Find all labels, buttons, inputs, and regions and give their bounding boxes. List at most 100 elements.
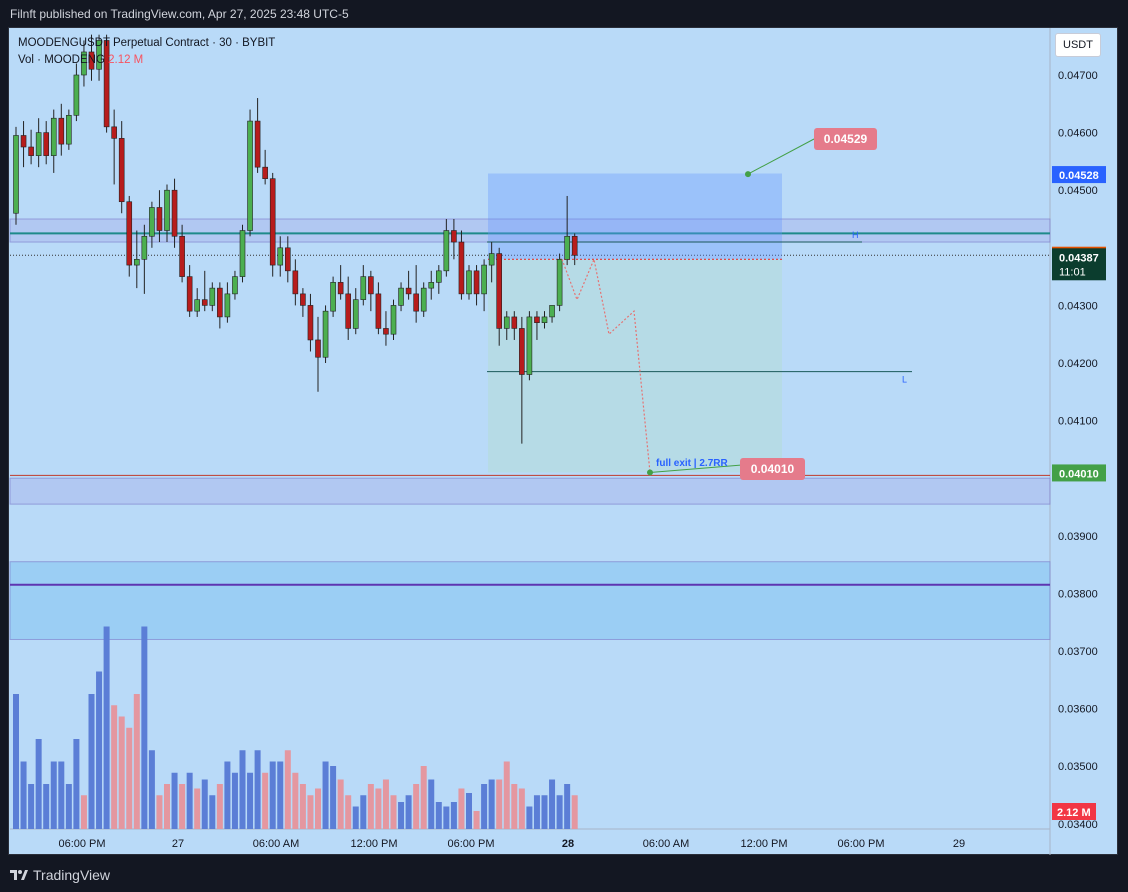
candle-body (66, 115, 72, 145)
candle-body (232, 276, 238, 295)
symbol-line[interactable]: MOODENGUSDT Perpetual Contract · 30 · BY… (18, 37, 276, 49)
target-callout-dot (745, 171, 751, 178)
exit-price-label-box[interactable] (740, 458, 805, 480)
candle-body (141, 235, 148, 260)
price-tick-label: 0.04300 (1058, 300, 1098, 312)
candle-body (383, 328, 389, 335)
candle-body (345, 293, 352, 329)
volume-bar (292, 772, 299, 829)
bar-countdown: 11:01 (1059, 266, 1086, 278)
price-tick-label: 0.04200 (1058, 358, 1098, 370)
price-tick-label: 0.04600 (1058, 128, 1098, 140)
price-tick-label: 0.04700 (1058, 70, 1098, 82)
price-tag-green[interactable] (1052, 464, 1106, 482)
candle-body (473, 270, 480, 295)
volume-bar (96, 671, 103, 829)
target-callout-line (747, 138, 815, 175)
candle-body (307, 305, 314, 341)
candle-body (224, 293, 231, 318)
price-tag-text-blue: 0.04528 (1059, 170, 1099, 182)
candle-body (43, 132, 50, 156)
candle-body (443, 230, 450, 272)
volume-bar (367, 784, 374, 829)
candle-body (511, 316, 518, 329)
candle-body (405, 287, 412, 295)
volume-bar (503, 761, 510, 829)
exit-callout-line (649, 464, 743, 473)
price-tag-blue[interactable] (1052, 166, 1106, 184)
volume-bar (186, 772, 193, 829)
volume-bar (118, 716, 125, 829)
time-tick-label: 12:00 PM (740, 838, 787, 850)
candle-body (458, 241, 465, 295)
volume-bar (148, 750, 155, 829)
candle-body (466, 270, 472, 295)
candle-body (247, 120, 253, 231)
time-tick-label: 06:00 AM (643, 838, 689, 850)
time-tick-label: 06:00 AM (253, 838, 299, 850)
volume-bar (307, 795, 314, 829)
candle-body (13, 135, 19, 214)
volume-bar (496, 779, 503, 829)
volume-bar (126, 727, 133, 829)
volume-bar (481, 784, 488, 829)
volume-bar (360, 795, 367, 829)
volume-bar (571, 795, 578, 829)
volume-bar (65, 784, 72, 829)
volume-value-tag[interactable] (1052, 803, 1096, 820)
candle-body (254, 120, 261, 168)
volume-bar (50, 761, 57, 829)
volume-bar (201, 779, 208, 829)
volume-bar (35, 739, 42, 829)
volume-bar (164, 784, 170, 829)
volume-bar (390, 795, 397, 829)
candle-body (209, 287, 216, 306)
candle-body (330, 282, 336, 312)
candle-body (201, 299, 208, 306)
exit-price-label: 0.04010 (751, 462, 795, 476)
volume-bar (352, 806, 359, 829)
exit-annotation: full exit | 2.7RR (656, 458, 728, 469)
volume-bar (216, 784, 223, 829)
volume-label: Vol · MOODENG (18, 54, 105, 66)
projected-path (561, 257, 651, 473)
candle-body (503, 316, 510, 329)
candle-body (118, 138, 125, 203)
level-label-l: L (902, 375, 907, 385)
candle-body (534, 316, 540, 323)
target-price-label-box[interactable] (814, 128, 877, 150)
volume-bar (141, 626, 148, 829)
candle-body (435, 270, 442, 283)
current-price-tag[interactable] (1052, 248, 1106, 281)
candle-body (488, 253, 495, 266)
time-tick-label: 06:00 PM (837, 838, 884, 850)
volume-bar (111, 705, 118, 829)
current-price-value: 0.04387 (1059, 252, 1099, 264)
candle-body (322, 310, 329, 358)
candle-body (564, 235, 570, 260)
volume-bar (224, 761, 231, 829)
candle-body (556, 259, 563, 306)
candle-body (315, 339, 321, 358)
volume-bar (247, 772, 254, 829)
volume-bar (133, 694, 140, 829)
volume-legend[interactable]: Vol · MOODENG 2.12 M (18, 52, 275, 69)
currency-button[interactable]: USDT (1055, 33, 1101, 57)
price-tick-label: 0.04500 (1058, 185, 1098, 197)
volume-bar (420, 766, 427, 829)
volume-bar (435, 802, 442, 829)
volume-bar (20, 761, 27, 829)
time-tick-label: 12:00 PM (350, 838, 397, 850)
volume-value: 2.12 M (108, 54, 144, 66)
candle-body (549, 305, 555, 318)
volume-bar (518, 788, 525, 829)
tradingview-logo[interactable]: TradingView (10, 867, 110, 883)
volume-bar (103, 626, 110, 829)
volume-bar (511, 784, 518, 829)
time-tick-label: 29 (953, 838, 965, 850)
candle-body (390, 305, 397, 335)
reward-zone (488, 259, 782, 473)
volume-bar (179, 784, 186, 829)
candle-body (126, 201, 133, 266)
